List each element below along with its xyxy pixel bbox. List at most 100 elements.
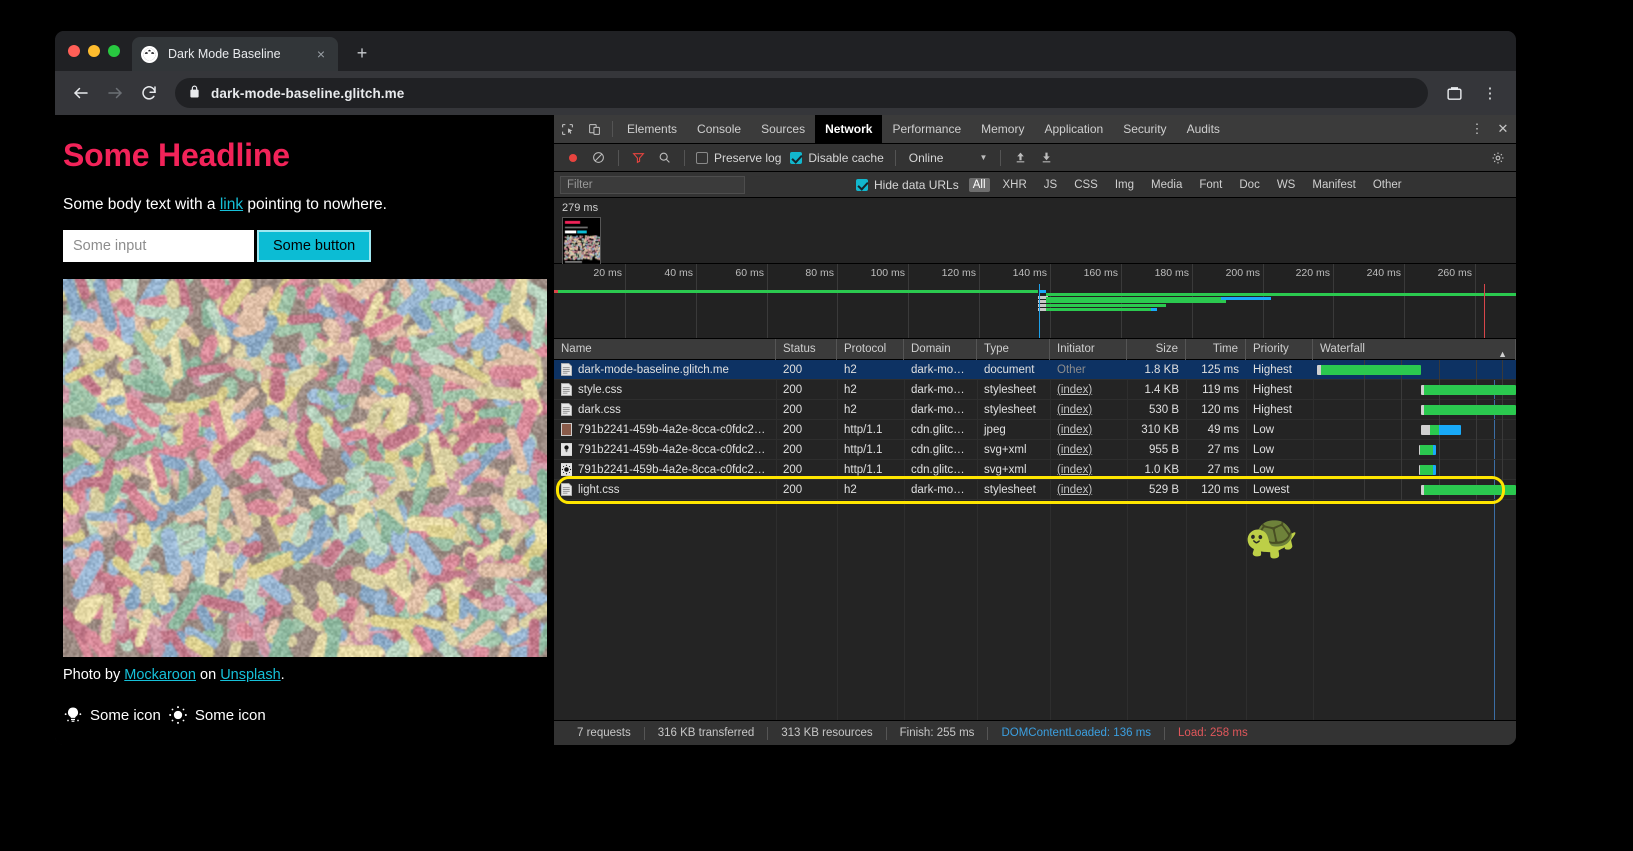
record-button[interactable] [560, 146, 585, 170]
timeline-tick-label: 140 ms [1013, 267, 1047, 279]
devtools-tab-elements[interactable]: Elements [617, 115, 687, 143]
nowhere-link[interactable]: link [220, 196, 243, 213]
some-input[interactable] [63, 230, 254, 262]
type-filter-js[interactable]: JS [1040, 178, 1061, 192]
photo-credit: Photo by Mockaroon on Unsplash. [63, 667, 553, 683]
network-request-row[interactable]: dark-mode-baseline.glitch.me 200 h2 dark-mo… [554, 360, 1516, 380]
column-header-size[interactable]: Size [1127, 339, 1186, 360]
devtools-tab-network[interactable]: Network [815, 115, 882, 143]
page-headline: Some Headline [63, 137, 553, 174]
type-filter-ws[interactable]: WS [1273, 178, 1300, 192]
column-header-status[interactable]: Status [776, 339, 837, 360]
new-tab-button[interactable]: + [352, 44, 372, 62]
devtools-tab-application[interactable]: Application [1034, 115, 1113, 143]
request-initiator[interactable]: (index) [1050, 460, 1127, 480]
type-filter-css[interactable]: CSS [1070, 178, 1102, 192]
import-har-icon[interactable] [1008, 146, 1033, 170]
filmstrip-thumbnail[interactable] [562, 217, 601, 268]
waterfall-gridline [1364, 440, 1365, 460]
close-window-button[interactable] [68, 45, 80, 57]
devtools-tab-security[interactable]: Security [1113, 115, 1176, 143]
timeline-tick: 200 ms [1263, 264, 1264, 339]
initiator-link[interactable]: (index) [1057, 444, 1092, 456]
column-header-priority[interactable]: Priority [1246, 339, 1313, 360]
devtools-more-icon[interactable]: ⋮ [1464, 115, 1490, 143]
devtools-tab-performance[interactable]: Performance [882, 115, 971, 143]
devtools-tab-sources[interactable]: Sources [751, 115, 815, 143]
devtools-tab-memory[interactable]: Memory [971, 115, 1034, 143]
close-devtools-icon[interactable]: ✕ [1490, 115, 1516, 143]
initiator-link[interactable]: (index) [1057, 424, 1092, 436]
column-header-domain[interactable]: Domain [904, 339, 977, 360]
type-filter-img[interactable]: Img [1111, 178, 1138, 192]
device-toolbar-icon[interactable] [581, 115, 608, 143]
network-request-row[interactable]: 791b2241-459b-4a2e-8cca-c0fdc2… 200 http/1… [554, 420, 1516, 440]
request-initiator[interactable]: (index) [1050, 380, 1127, 400]
document-icon [561, 363, 572, 376]
devtools-tab-label: Elements [627, 122, 677, 136]
forward-button[interactable] [99, 77, 131, 109]
throttling-select[interactable]: Online ▼ [903, 151, 994, 165]
request-time: 125 ms [1186, 360, 1246, 380]
filter-button[interactable] [626, 146, 651, 170]
column-header-time[interactable]: Time [1186, 339, 1246, 360]
network-request-row[interactable]: light.css 200 h2 dark-mo… stylesheet (index) 5… [554, 480, 1516, 500]
type-filter-xhr[interactable]: XHR [999, 178, 1031, 192]
address-bar[interactable]: dark-mode-baseline.glitch.me [175, 78, 1428, 108]
type-filter-doc[interactable]: Doc [1235, 178, 1263, 192]
lightbulb-icon [63, 705, 83, 725]
minimize-window-button[interactable] [88, 45, 100, 57]
settings-gear-icon[interactable] [1485, 146, 1510, 170]
column-header-type[interactable]: Type [977, 339, 1050, 360]
request-type: stylesheet [977, 380, 1050, 400]
request-initiator[interactable]: (index) [1050, 440, 1127, 460]
preserve-log-checkbox[interactable]: Preserve log [692, 151, 785, 165]
photo-source-link[interactable]: Unsplash [220, 667, 280, 683]
devtools-tab-audits[interactable]: Audits [1177, 115, 1230, 143]
profile-icon[interactable] [1438, 77, 1470, 109]
type-filter-font[interactable]: Font [1195, 178, 1226, 192]
initiator-link[interactable]: (index) [1057, 384, 1092, 396]
disable-cache-checkbox[interactable]: Disable cache [786, 151, 887, 165]
browser-menu-icon[interactable]: ⋮ [1474, 77, 1506, 109]
network-request-row[interactable]: style.css 200 h2 dark-mo… stylesheet (index) 1… [554, 380, 1516, 400]
column-header-name[interactable]: Name [554, 339, 776, 360]
column-header-initiator[interactable]: Initiator [1050, 339, 1127, 360]
network-request-row[interactable]: 791b2241-459b-4a2e-8cca-c0fdc2… 200 http/1… [554, 440, 1516, 460]
clear-button[interactable] [586, 146, 611, 170]
some-button[interactable]: Some button [257, 230, 371, 262]
request-initiator[interactable]: (index) [1050, 400, 1127, 420]
initiator-link[interactable]: (index) [1057, 404, 1092, 416]
browser-tab[interactable]: Dark Mode Baseline × [132, 37, 338, 71]
back-button[interactable] [65, 77, 97, 109]
request-name: 791b2241-459b-4a2e-8cca-c0fdc2… [578, 440, 765, 460]
type-filter-all[interactable]: All [969, 178, 990, 192]
filter-input[interactable] [560, 176, 745, 194]
request-initiator[interactable]: (index) [1050, 420, 1127, 440]
column-header-waterfall[interactable]: Waterfall ▲ [1313, 339, 1516, 360]
inspect-element-icon[interactable] [554, 115, 581, 143]
request-initiator[interactable]: (index) [1050, 480, 1127, 500]
waterfall-wait-segment [1421, 425, 1430, 435]
close-tab-icon[interactable]: × [313, 47, 329, 61]
body-text-suffix: pointing to nowhere. [243, 196, 387, 213]
hide-data-urls-checkbox[interactable]: Hide data URLs [852, 178, 963, 192]
export-har-icon[interactable] [1034, 146, 1059, 170]
devtools-tab-console[interactable]: Console [687, 115, 751, 143]
request-status: 200 [776, 380, 837, 400]
network-request-row[interactable]: 791b2241-459b-4a2e-8cca-c0fdc2… 200 http/1… [554, 460, 1516, 480]
search-button[interactable] [652, 146, 677, 170]
type-filter-other[interactable]: Other [1369, 178, 1406, 192]
column-header-protocol[interactable]: Protocol [837, 339, 904, 360]
network-timeline-overview[interactable]: 20 ms 40 ms 60 ms 80 ms 100 ms 120 ms 140 ms 16… [554, 264, 1516, 339]
maximize-window-button[interactable] [108, 45, 120, 57]
type-filter-media[interactable]: Media [1147, 178, 1186, 192]
timeline-tick-label: 120 ms [942, 267, 976, 279]
network-filter-bar: Hide data URLs All XHR JS CSS Img Media Font Do… [554, 172, 1516, 198]
initiator-link[interactable]: (index) [1057, 484, 1092, 496]
type-filter-manifest[interactable]: Manifest [1308, 178, 1359, 192]
initiator-link[interactable]: (index) [1057, 464, 1092, 476]
reload-button[interactable] [133, 77, 165, 109]
network-request-row[interactable]: dark.css 200 h2 dark-mo… stylesheet (index) 53… [554, 400, 1516, 420]
photo-author-link[interactable]: Mockaroon [124, 667, 196, 683]
